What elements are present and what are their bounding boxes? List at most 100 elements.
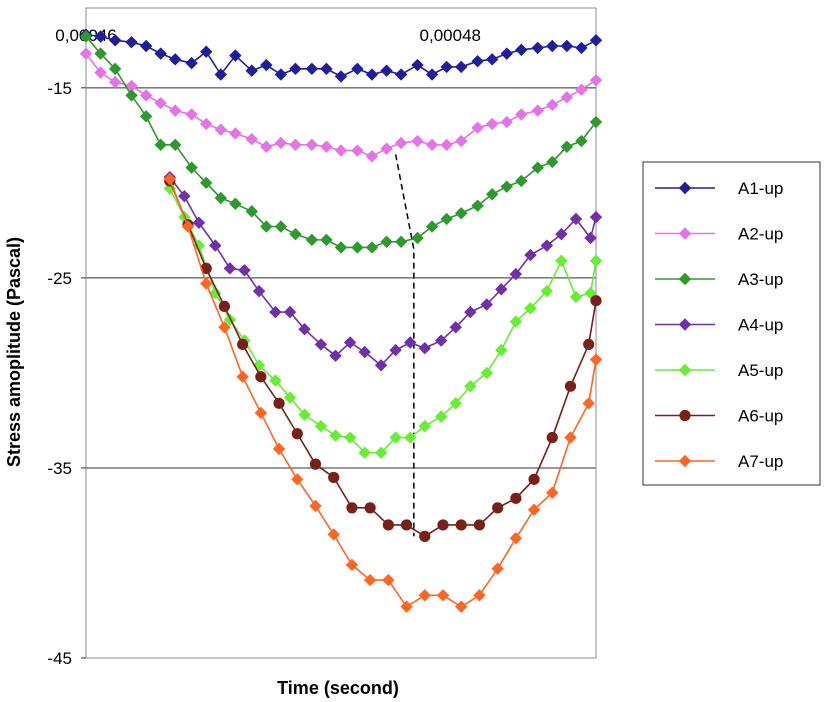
data-point bbox=[546, 431, 558, 444]
data-point bbox=[380, 235, 393, 248]
legend-item: A5-up bbox=[655, 361, 783, 380]
data-point bbox=[471, 199, 484, 212]
data-point bbox=[125, 89, 138, 102]
data-point bbox=[125, 79, 138, 93]
data-point bbox=[260, 220, 273, 233]
data-point bbox=[480, 298, 493, 311]
legend-label: A4-up bbox=[738, 316, 783, 335]
data-point bbox=[404, 431, 417, 444]
data-point bbox=[245, 132, 258, 146]
data-point bbox=[380, 142, 393, 155]
data-point bbox=[382, 519, 394, 531]
legend-marker bbox=[678, 272, 692, 286]
data-point bbox=[400, 600, 413, 613]
data-point bbox=[394, 136, 408, 150]
data-point bbox=[169, 138, 182, 152]
data-point bbox=[260, 58, 273, 72]
data-point bbox=[305, 138, 319, 152]
legend-item: A6-up bbox=[655, 407, 783, 426]
data-point bbox=[425, 138, 439, 152]
data-point bbox=[154, 96, 167, 110]
data-point bbox=[464, 380, 477, 393]
data-point bbox=[229, 49, 242, 62]
data-point bbox=[139, 39, 153, 53]
data-point bbox=[411, 231, 424, 245]
data-point bbox=[94, 30, 107, 43]
data-point bbox=[515, 43, 528, 57]
data-point bbox=[471, 121, 484, 134]
data-point bbox=[163, 172, 176, 186]
data-point bbox=[185, 56, 198, 70]
y-axis: -15 -25 -35 -45 bbox=[47, 79, 86, 668]
data-point bbox=[411, 58, 424, 72]
data-point bbox=[374, 446, 388, 459]
data-point bbox=[218, 321, 231, 334]
data-point bbox=[590, 295, 602, 307]
y-tick-label: -25 bbox=[47, 269, 72, 288]
legend-marker bbox=[678, 181, 692, 195]
data-point bbox=[363, 573, 377, 587]
data-point bbox=[527, 503, 541, 516]
data-point bbox=[440, 60, 453, 74]
data-point bbox=[154, 47, 167, 60]
series-a5-up bbox=[163, 182, 603, 459]
data-point bbox=[334, 241, 348, 254]
y-tick-label: -35 bbox=[47, 459, 72, 478]
data-point bbox=[584, 286, 597, 300]
data-point bbox=[418, 589, 431, 602]
data-point bbox=[455, 600, 468, 613]
data-point bbox=[485, 188, 499, 201]
data-point bbox=[365, 68, 379, 81]
data-point bbox=[289, 227, 302, 241]
data-point bbox=[283, 305, 297, 319]
data-point bbox=[495, 283, 508, 296]
data-point bbox=[589, 254, 603, 267]
data-point bbox=[394, 68, 408, 81]
legend-marker bbox=[679, 409, 691, 422]
data-point bbox=[252, 284, 266, 298]
data-point bbox=[298, 408, 311, 421]
data-point bbox=[260, 140, 273, 153]
legend-item: A1-up bbox=[655, 179, 783, 198]
data-point bbox=[351, 62, 364, 76]
legend-marker bbox=[678, 363, 692, 377]
data-point bbox=[169, 104, 182, 117]
data-point bbox=[419, 530, 431, 542]
data-point bbox=[181, 220, 195, 233]
data-point bbox=[200, 277, 213, 290]
data-point bbox=[229, 127, 242, 140]
data-point bbox=[418, 419, 431, 433]
data-point bbox=[546, 98, 559, 112]
data-point bbox=[289, 62, 302, 76]
data-point bbox=[108, 34, 122, 47]
data-point bbox=[245, 64, 258, 77]
data-point bbox=[309, 499, 322, 513]
data-point bbox=[343, 431, 357, 444]
data-point bbox=[320, 62, 333, 76]
data-point bbox=[237, 338, 249, 351]
legend-label: A5-up bbox=[738, 361, 783, 380]
data-point bbox=[500, 47, 513, 60]
data-point bbox=[200, 117, 213, 131]
data-point bbox=[564, 431, 577, 444]
data-point bbox=[546, 155, 559, 169]
data-point bbox=[214, 123, 227, 136]
data-point bbox=[223, 262, 237, 275]
data-point bbox=[192, 216, 206, 229]
data-point bbox=[437, 519, 449, 531]
data-point bbox=[274, 220, 288, 233]
plot-area-frame bbox=[85, 7, 597, 659]
data-point bbox=[254, 406, 268, 420]
data-point bbox=[560, 140, 574, 153]
data-point bbox=[546, 486, 559, 499]
legend-item: A3-up bbox=[655, 270, 783, 289]
data-point bbox=[229, 197, 242, 210]
data-point bbox=[584, 231, 597, 245]
data-point bbox=[223, 313, 237, 326]
x-tick-label: 0,00048 bbox=[420, 26, 481, 45]
data-point bbox=[289, 138, 302, 152]
data-point bbox=[531, 41, 544, 55]
data-point bbox=[425, 68, 439, 81]
data-point bbox=[480, 366, 493, 380]
